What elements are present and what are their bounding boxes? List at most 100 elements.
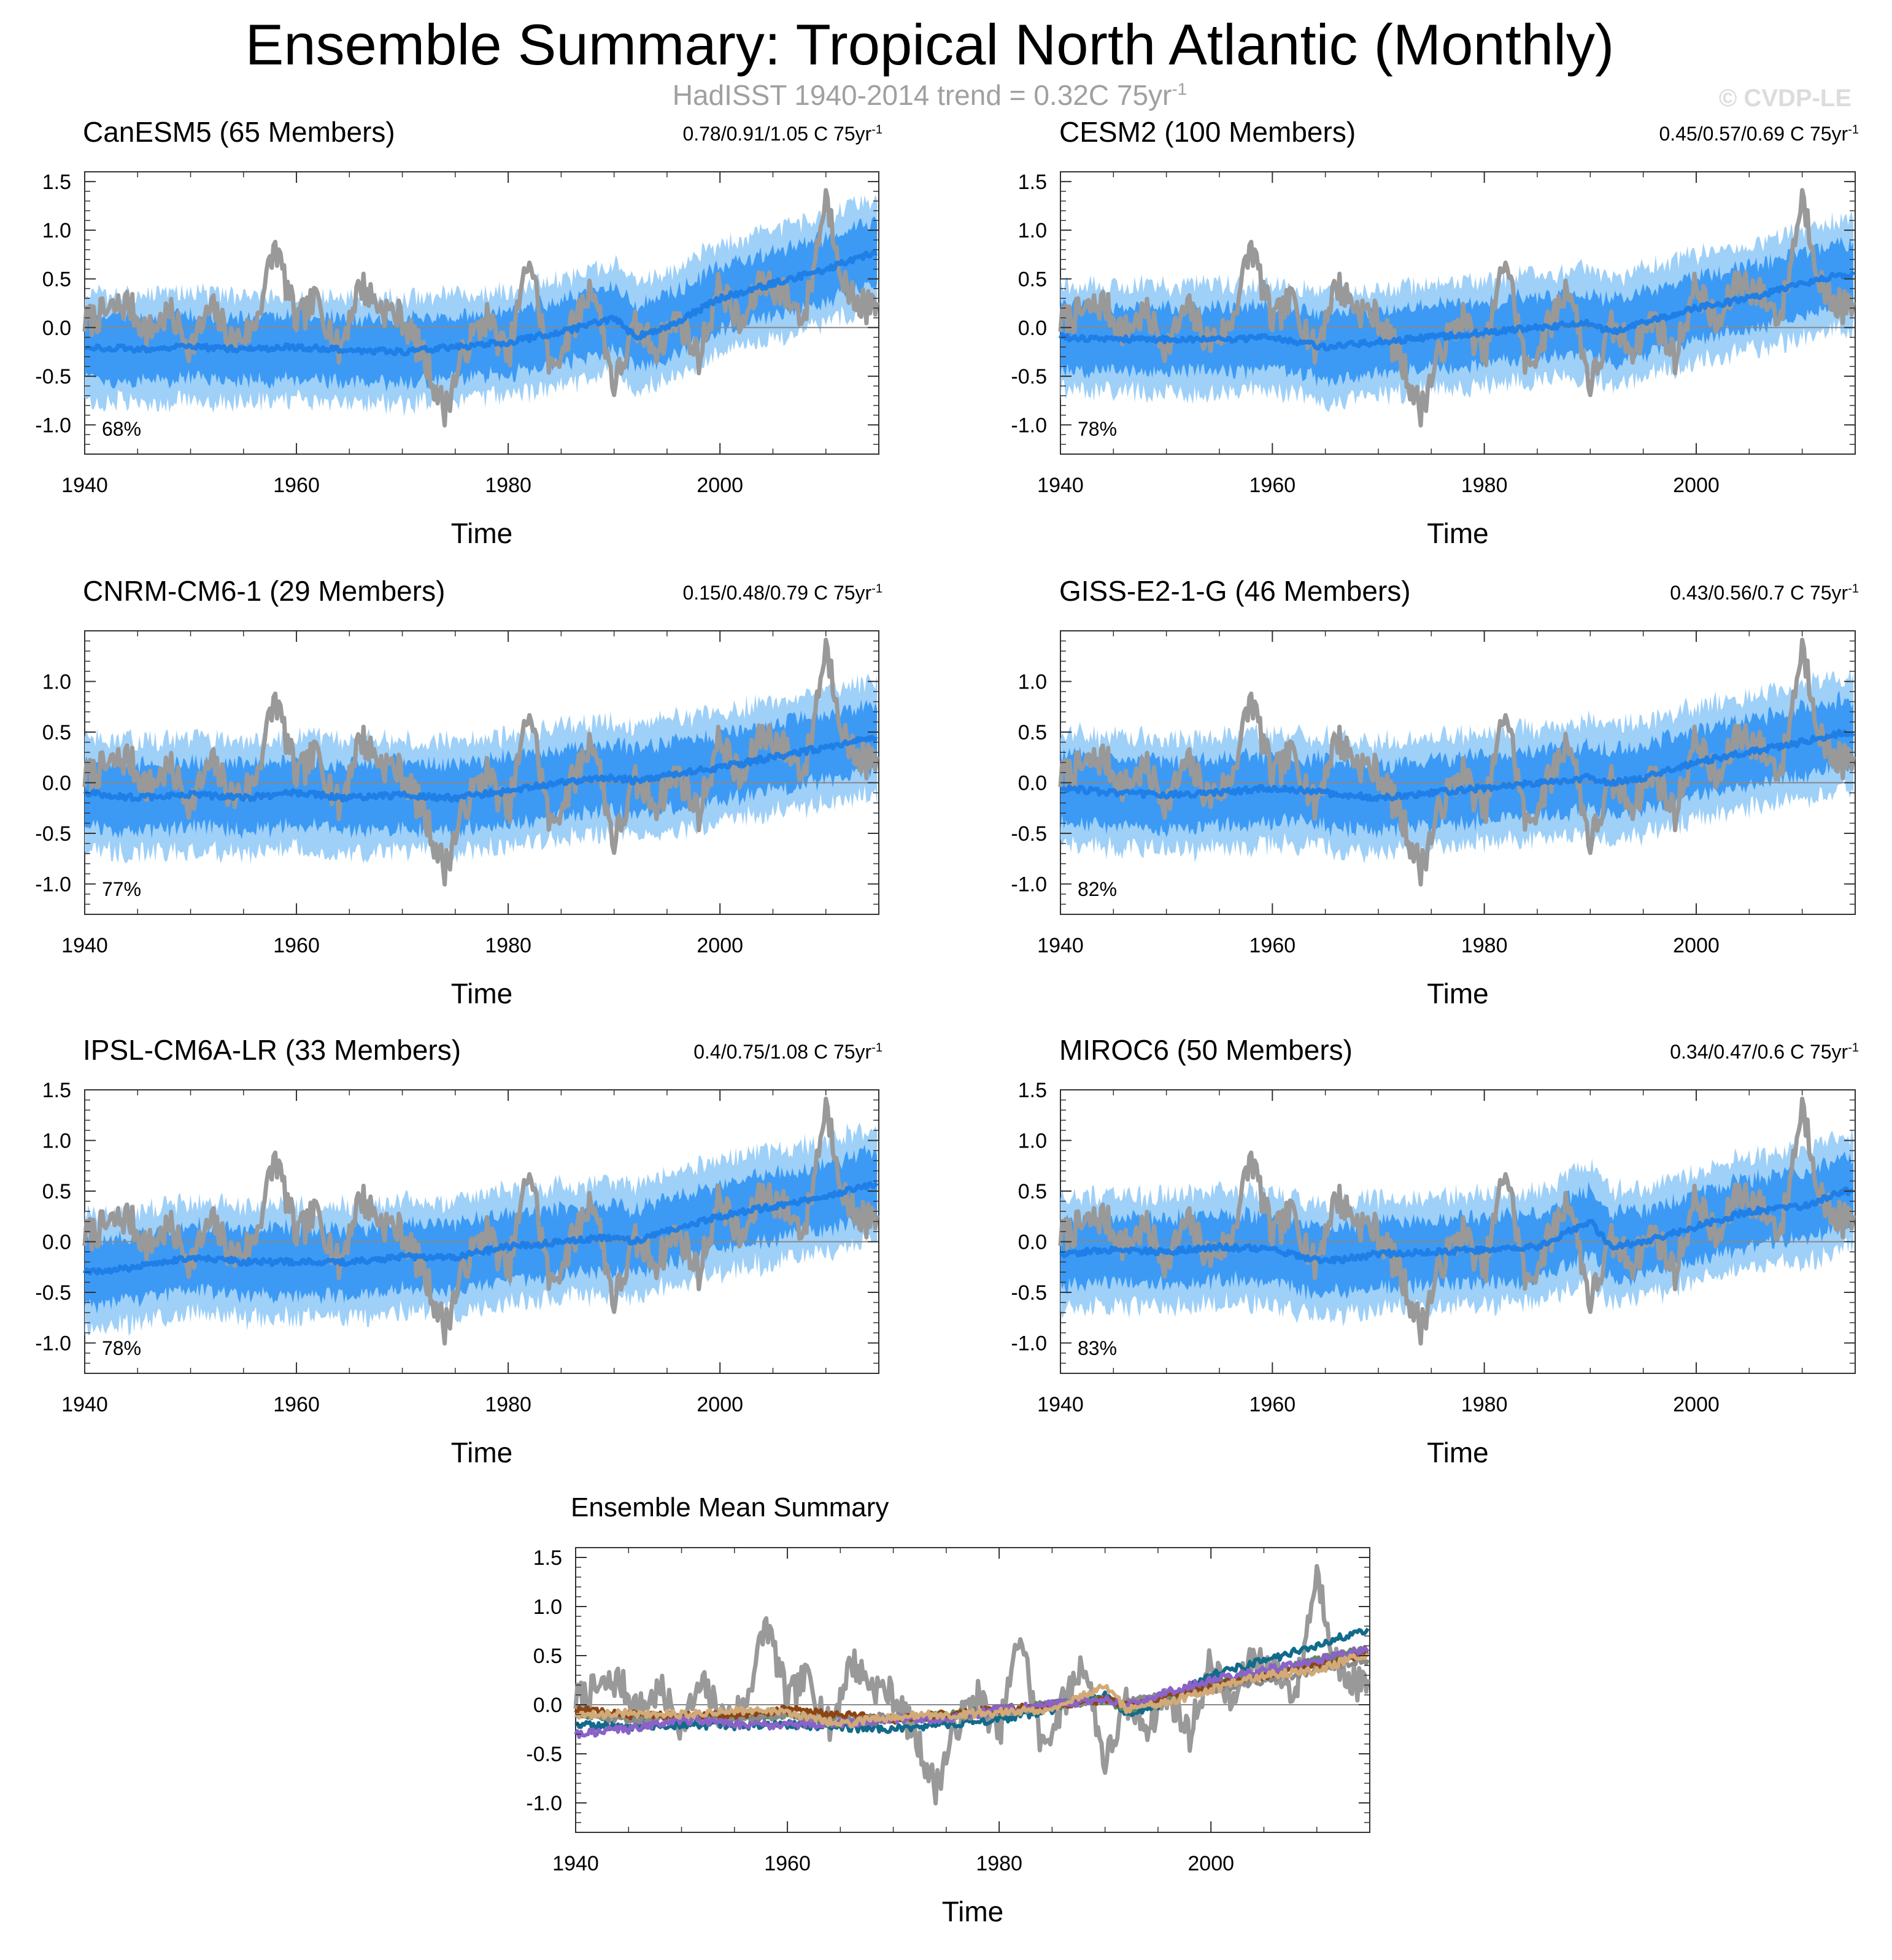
x-tick-label: 1980 [485, 1393, 531, 1416]
x-tick-label: 2000 [1187, 1852, 1234, 1875]
percent-label: 83% [1078, 1337, 1117, 1359]
observed-series-line [82, 638, 879, 887]
x-tick-label: 1980 [1461, 474, 1508, 497]
y-tick-label: -0.5 [526, 1743, 562, 1766]
x-tick-label: 1980 [1461, 1393, 1508, 1416]
figure-title: Ensemble Summary: Tropical North Atlanti… [245, 12, 1615, 77]
subtitle-text: HadISST 1940-2014 trend = 0.32C 75yr [672, 79, 1172, 111]
panel-title-ipsl: IPSL-CM6A-LR (33 Members) [83, 1034, 461, 1066]
ensemble-mean-line [1060, 728, 1855, 803]
panel-title-cesm2: CESM2 (100 Members) [1059, 116, 1356, 148]
panel-range-cesm2: 0.45/0.57/0.69 C 75yr-1 [1659, 123, 1859, 145]
subtitle-unit-sup: -1 [1172, 79, 1187, 99]
y-tick-label: -1.0 [1011, 414, 1047, 437]
panel-ensemble-mean: 1.5 1.0 0.5 0.0 -0.5 -1.0 1940 1960 1980 2000 Time [526, 1546, 1370, 1927]
y-tick-label: -0.5 [1011, 822, 1047, 846]
observed-series-line [82, 188, 879, 428]
y-tick-label: 0.5 [42, 268, 71, 291]
x-tick-label: 1940 [61, 1393, 108, 1416]
y-tick-label: 1.0 [1018, 219, 1047, 242]
panel-range-giss: 0.43/0.56/0.7 C 75yr-1 [1670, 582, 1859, 604]
ensemble-mean-line [1059, 1186, 1855, 1265]
panel-miroc6: 83% 1.5 1.0 0.5 0.0 -0.5 -1.0 1940 1960 1980 2000 T… [1011, 1079, 1856, 1468]
range-text: 0.15/0.48/0.79 C 75yr [682, 582, 872, 604]
y-tick-label: 0.0 [1018, 1231, 1047, 1254]
x-tick-label: 1940 [552, 1852, 599, 1875]
x-tick-label: 1940 [1037, 1393, 1084, 1416]
y-tick-label: 0.5 [1018, 721, 1047, 744]
observed-series-line [1058, 638, 1856, 887]
y-tick-label: -0.5 [35, 1281, 71, 1305]
y-tick-label: 0.0 [1018, 317, 1047, 340]
panel-title-miroc6: MIROC6 (50 Members) [1059, 1034, 1353, 1066]
y-tick-label: -1.0 [526, 1792, 562, 1815]
ensemble-spread-inner-band [1060, 236, 1854, 388]
x-tick-label: 1980 [976, 1852, 1022, 1875]
ensemble-mean-line [1058, 270, 1856, 352]
y-tick-label: 1.5 [1018, 171, 1047, 194]
y-tick-label: -0.5 [35, 822, 71, 846]
x-axis-label: Time [451, 978, 513, 1009]
percent-label: 78% [1078, 418, 1117, 440]
y-tick-label: 1.0 [42, 219, 71, 242]
range-sup: -1 [1848, 123, 1859, 137]
y-tick-label: 0.5 [1018, 1180, 1047, 1203]
x-tick-label: 2000 [1673, 1393, 1720, 1416]
y-tick-label: 1.0 [42, 671, 71, 694]
y-tick-label: 0.0 [533, 1694, 562, 1717]
x-tick-label: 1980 [485, 934, 531, 957]
y-tick-label: 1.0 [1018, 671, 1047, 694]
panel-title-ensemble-mean: Ensemble Mean Summary [571, 1492, 889, 1522]
ensemble-mean-line [83, 735, 878, 803]
panel-cesm2: 78% 1.5 1.0 0.5 0.0 -0.5 -1.0 1940 1960 1980 2000 T… [1011, 171, 1856, 549]
x-axis-label: Time [1427, 978, 1489, 1009]
range-sup: -1 [871, 1041, 882, 1055]
x-tick-label: 1960 [273, 934, 320, 957]
observed-series-line [1058, 188, 1856, 428]
observed-trend-subtitle: HadISST 1940-2014 trend = 0.32C 75yr-1 [0, 79, 1859, 112]
x-axis-label: Time [451, 517, 513, 549]
x-tick-label: 1980 [1461, 934, 1508, 957]
ensemble-spread-inner-band [85, 699, 878, 841]
x-tick-label: 1960 [273, 474, 320, 497]
x-tick-label: 1940 [1037, 474, 1084, 497]
ensemble-mean-line [84, 249, 878, 357]
y-tick-label: -0.5 [1011, 1281, 1047, 1305]
range-text: 0.78/0.91/1.05 C 75yr [682, 123, 872, 145]
x-axis-label: Time [1427, 517, 1489, 549]
panel-title-canesm5: CanESM5 (65 Members) [83, 116, 395, 148]
y-tick-label: 1.0 [533, 1595, 562, 1619]
credit-watermark: © CVDP-LE [1718, 85, 1851, 112]
ensemble-mean-line [82, 1181, 879, 1276]
y-tick-label: 0.0 [1018, 772, 1047, 795]
x-tick-label: 2000 [697, 1393, 743, 1416]
panel-range-miroc6: 0.34/0.47/0.6 C 75yr-1 [1670, 1041, 1859, 1063]
y-tick-label: 0.5 [533, 1645, 562, 1668]
y-tick-label: 0.0 [42, 1231, 71, 1254]
x-tick-label: 1940 [1037, 934, 1084, 957]
panel-title-giss: GISS-E2-1-G (46 Members) [1059, 575, 1411, 607]
y-tick-label: -0.5 [35, 365, 71, 388]
panel-giss: 82% 1.0 0.5 0.0 -0.5 -1.0 1940 1960 1980 2000 Time [1011, 630, 1856, 1009]
y-tick-label: 1.5 [533, 1546, 562, 1570]
y-tick-label: 1.0 [1018, 1130, 1047, 1153]
x-tick-label: 1960 [1249, 1393, 1296, 1416]
panel-cnrm: 77% 1.0 0.5 0.0 -0.5 -1.0 1940 1960 1980 2000 Time [35, 630, 879, 1009]
percent-label: 82% [1078, 878, 1117, 900]
panel-range-canesm5: 0.78/0.91/1.05 C 75yr-1 [682, 123, 882, 145]
x-tick-label: 1980 [485, 474, 531, 497]
series-line-miroc6 [574, 1652, 1370, 1729]
panel-canesm5: 68% 1.5 1.0 0.5 0.0 -0.5 -1.0 1940 1960 1980 2000 T… [35, 171, 879, 549]
panel-ipsl: 78% 1.5 1.0 0.5 0.0 -0.5 -1.0 1940 1960 1980 2000 T… [35, 1079, 879, 1468]
observed-series-line [82, 1097, 879, 1346]
y-tick-label: 0.0 [42, 772, 71, 795]
y-tick-label: 0.0 [42, 317, 71, 340]
y-tick-label: 0.5 [42, 1180, 71, 1203]
x-tick-label: 2000 [697, 474, 743, 497]
panel-range-cnrm: 0.15/0.48/0.79 C 75yr-1 [682, 582, 882, 604]
ensemble-spread-inner-band [85, 1144, 878, 1314]
x-tick-label: 1960 [764, 1852, 811, 1875]
percent-label: 77% [102, 878, 141, 900]
x-tick-label: 1940 [61, 934, 108, 957]
